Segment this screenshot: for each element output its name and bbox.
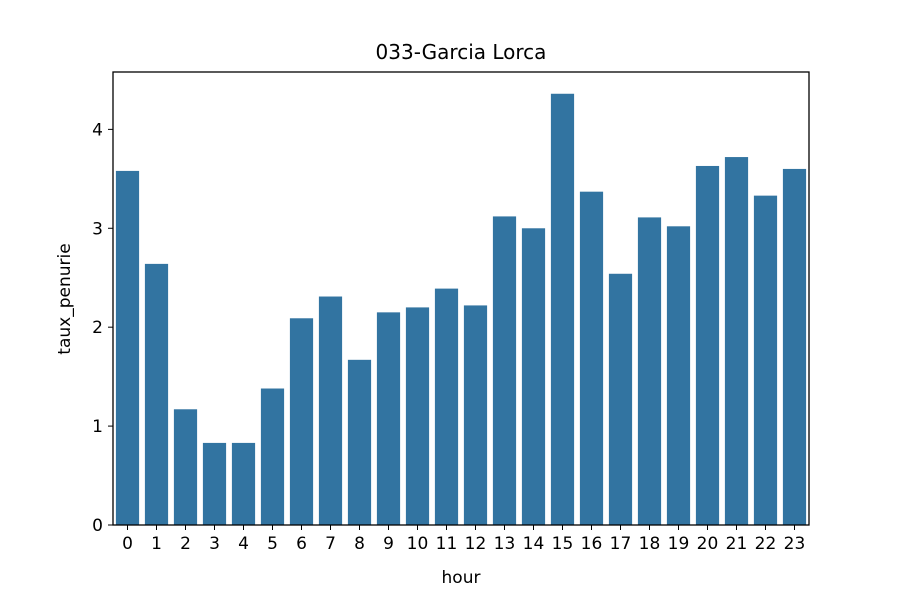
- x-tick-label: 21: [726, 534, 748, 554]
- y-axis-label: taux_penurie: [55, 243, 75, 354]
- bar-hour-20: [695, 165, 720, 525]
- x-tick-label: 17: [610, 534, 632, 554]
- x-tick-label: 19: [668, 534, 690, 554]
- bars-group: [115, 93, 807, 526]
- bar-hour-0: [115, 170, 140, 525]
- bar-hour-21: [724, 157, 749, 525]
- bar-hour-15: [550, 93, 575, 525]
- x-tick-label: 18: [639, 534, 661, 554]
- bar-hour-18: [637, 217, 662, 525]
- x-tick-label: 0: [122, 534, 133, 554]
- x-axis: 0 1 2 3 4 5 6 7 8 9 10 11 12 13 14 15 16 17 18 19 20 21 22 23: [122, 525, 805, 554]
- y-tick-label: 0: [92, 516, 103, 536]
- bar-hour-23: [782, 168, 807, 525]
- bar-hour-14: [521, 228, 546, 525]
- x-tick-label: 1: [151, 534, 162, 554]
- x-tick-label: 4: [238, 534, 249, 554]
- x-tick-label: 11: [436, 534, 458, 554]
- x-tick-label: 13: [494, 534, 516, 554]
- bar-hour-11: [434, 288, 459, 525]
- chart-title: 033-Garcia Lorca: [376, 40, 547, 64]
- bar-hour-3: [202, 442, 227, 525]
- bar-hour-7: [318, 296, 343, 525]
- x-tick-label: 2: [180, 534, 191, 554]
- x-tick-label: 12: [465, 534, 487, 554]
- x-tick-label: 10: [407, 534, 429, 554]
- x-tick-label: 8: [354, 534, 365, 554]
- x-tick-label: 22: [755, 534, 777, 554]
- x-tick-label: 7: [325, 534, 336, 554]
- y-tick-label: 1: [92, 417, 103, 437]
- y-axis: 0 1 2 3 4: [92, 120, 113, 536]
- bar-hour-5: [260, 388, 285, 525]
- bar-hour-4: [231, 442, 256, 525]
- y-tick-label: 2: [92, 318, 103, 338]
- plot-frame: [112, 71, 810, 526]
- x-tick-label: 14: [523, 534, 545, 554]
- bar-hour-8: [347, 359, 372, 525]
- bar-hour-16: [579, 191, 604, 525]
- bar-hour-10: [405, 307, 430, 525]
- bar-hour-17: [608, 273, 633, 525]
- bar-hour-9: [376, 312, 401, 525]
- bar-hour-12: [463, 305, 488, 525]
- bar-hour-13: [492, 216, 517, 525]
- x-tick-label: 15: [552, 534, 574, 554]
- x-tick-label: 6: [296, 534, 307, 554]
- bar-hour-22: [753, 195, 778, 525]
- bar-hour-19: [666, 226, 691, 526]
- bar-hour-6: [289, 318, 314, 525]
- bar-hour-2: [173, 409, 198, 525]
- x-tick-label: 3: [209, 534, 220, 554]
- x-tick-label: 5: [267, 534, 278, 554]
- x-axis-label: hour: [442, 568, 481, 588]
- bar-hour-1: [144, 263, 169, 525]
- x-tick-label: 9: [383, 534, 394, 554]
- x-tick-label: 20: [697, 534, 719, 554]
- y-tick-label: 4: [92, 120, 103, 140]
- x-tick-label: 16: [581, 534, 603, 554]
- x-tick-label: 23: [784, 534, 806, 554]
- y-tick-label: 3: [92, 219, 103, 239]
